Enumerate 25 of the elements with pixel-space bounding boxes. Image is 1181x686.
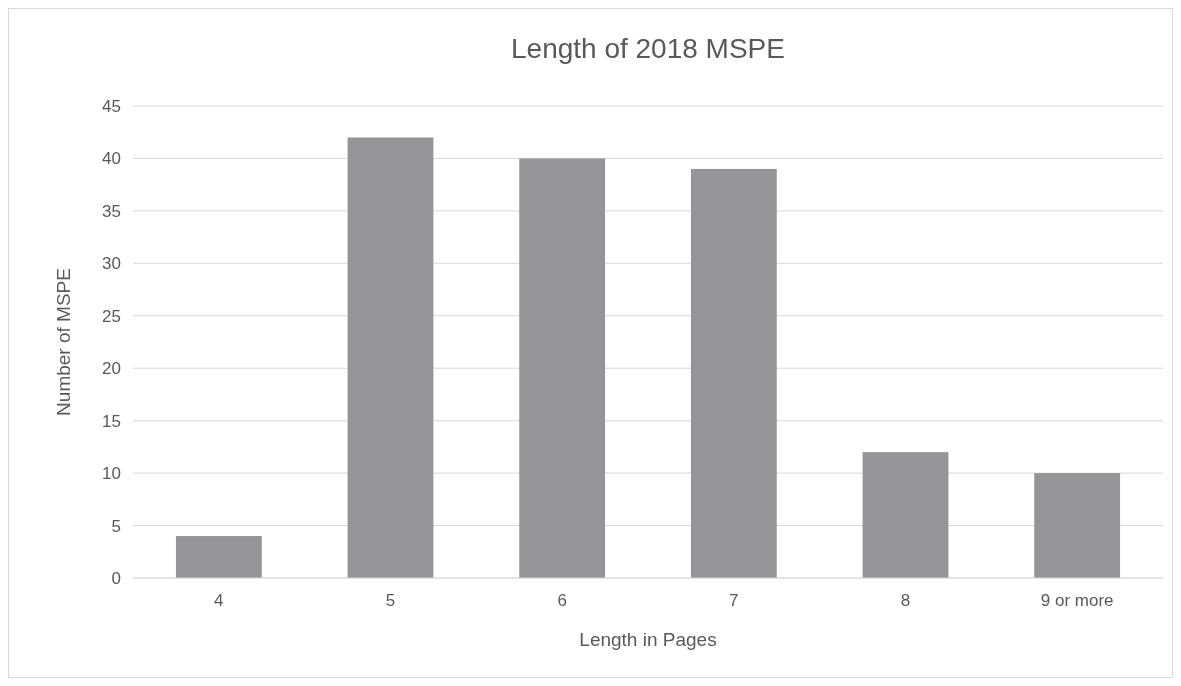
y-tick-label: 45 xyxy=(102,96,121,116)
x-tick-label: 6 xyxy=(557,591,567,610)
y-tick-label: 5 xyxy=(111,516,121,536)
bar xyxy=(175,536,262,578)
bar xyxy=(690,168,777,578)
y-tick-label: 25 xyxy=(102,306,121,326)
y-axis-title: Number of MSPE xyxy=(53,268,74,416)
y-tick-label: 15 xyxy=(102,411,121,431)
bar xyxy=(862,452,949,578)
x-tick-label: 5 xyxy=(385,591,396,610)
bar xyxy=(347,137,434,578)
y-tick-label: 30 xyxy=(102,254,121,274)
x-tick-label: 8 xyxy=(900,591,911,610)
bar xyxy=(1034,473,1121,578)
x-tick-label: 9 or more xyxy=(1040,591,1114,610)
bar xyxy=(519,158,606,578)
y-tick-label: 35 xyxy=(102,201,121,221)
x-axis-title: Length in Pages xyxy=(579,629,717,650)
y-tick-label: 40 xyxy=(102,149,121,169)
y-tick-label: 20 xyxy=(102,359,121,379)
x-tick-label: 4 xyxy=(214,591,224,610)
chart-title: Length of 2018 MSPE xyxy=(511,33,785,64)
x-tick-label: 7 xyxy=(729,591,739,610)
y-tick-label: 0 xyxy=(111,568,121,588)
y-tick-label: 10 xyxy=(102,464,121,484)
